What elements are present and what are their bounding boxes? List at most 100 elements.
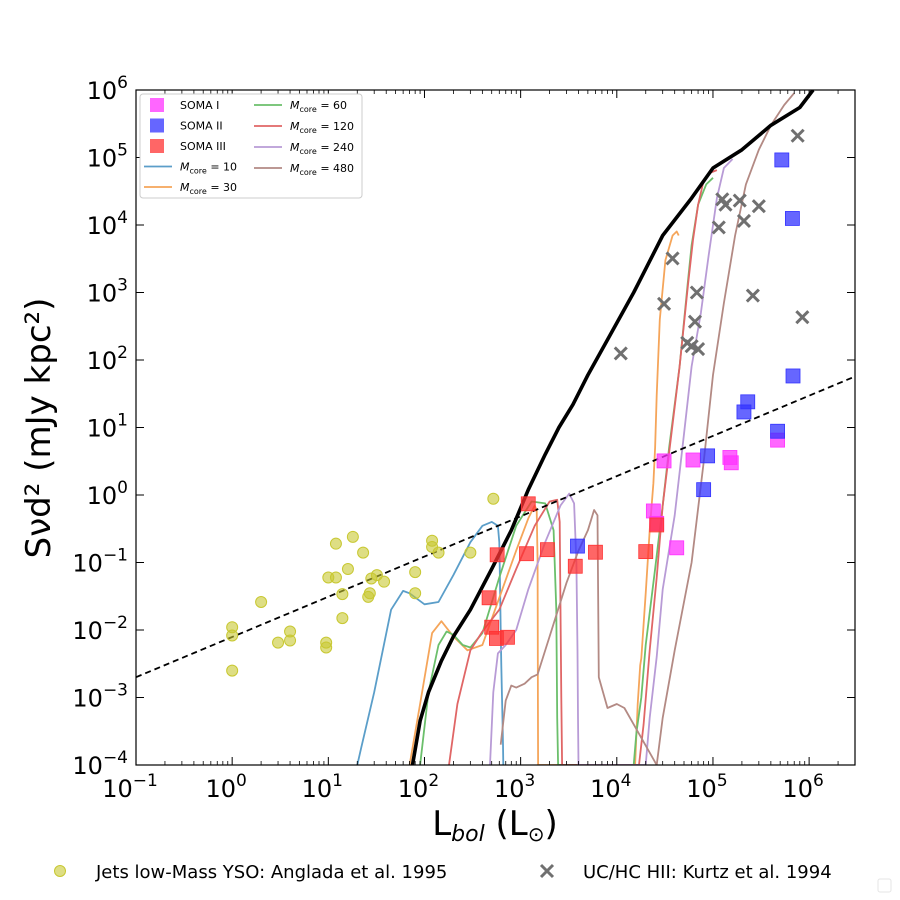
soma-ii-point (770, 423, 785, 439)
x-tick-label: 103 (494, 771, 535, 803)
soma-ii-point (696, 482, 712, 498)
legend-label: Mcore = 60 (290, 99, 347, 114)
legend-box (139, 93, 363, 199)
kurtz-point (795, 310, 810, 325)
kurtz-point (689, 285, 704, 300)
model-curve-m-core-480 (499, 92, 795, 765)
y-axis-title: Sνd² (mJy kpc²) (19, 298, 59, 559)
anglada-point (464, 546, 477, 559)
anglada-point (255, 595, 268, 608)
axis-ticks (135, 89, 856, 766)
soma-ii-point (740, 394, 756, 410)
soma-iii-point (588, 544, 603, 560)
legend-label: SOMA III (180, 140, 226, 153)
kurtz-point (613, 346, 628, 361)
soma-ii-point (700, 448, 716, 464)
soma-iii-point (520, 496, 536, 512)
soma-iii-point (481, 590, 497, 606)
soma-ii-point (785, 368, 801, 384)
soma-i-point (723, 455, 739, 471)
soma-i-point (656, 453, 672, 469)
kurtz-point (751, 199, 766, 214)
envelope-curve (410, 90, 815, 765)
soma-iii-point (500, 629, 515, 645)
y-tick-label: 100 (87, 478, 128, 510)
y-tick-label: 101 (87, 411, 128, 443)
bottom-legend-label-kurtz: UC/HC HII: Kurtz et al. 1994 (583, 862, 832, 883)
soma-iii-point (567, 558, 583, 574)
bottom-legend-label-anglada: Jets low-Mass YSO: Anglada et al. 1995 (95, 862, 447, 883)
model-curve-m-core-10 (356, 521, 505, 765)
anglada-point (346, 530, 359, 543)
kurtz-point (790, 128, 805, 143)
anglada-point (432, 546, 445, 559)
anglada-point (487, 492, 500, 505)
anglada-point (426, 534, 439, 547)
x-tick-label: 101 (302, 771, 343, 803)
x-tick-label: 100 (205, 771, 246, 803)
soma-iii-point (519, 546, 534, 562)
x-tick-label: 102 (398, 771, 439, 803)
tick-labels: 10−1 100 101 102 103 104 105 106 10−4 10−3 10−2 10−… (72, 73, 823, 803)
y-tick-label: 10−1 (72, 546, 128, 578)
bottom-legend: Jets low-Mass YSO: Anglada et al. 1995 UC… (54, 862, 832, 883)
x-tick-label: 104 (590, 771, 631, 803)
y-tick-label: 10−2 (72, 613, 128, 645)
legend-label: Mcore = 480 (290, 162, 354, 177)
soma-i-point (669, 540, 685, 556)
kurtz-point (687, 314, 703, 329)
soma-i-point (685, 452, 701, 468)
kurtz-point (656, 296, 672, 311)
x-axis-title: Lbol (L⊙) (432, 804, 558, 847)
soma-ii-point (570, 538, 585, 554)
soma-iii-point (649, 517, 665, 533)
soma-ii-point (784, 211, 800, 226)
y-tick-label: 10−4 (72, 748, 128, 780)
anglada-point (409, 566, 422, 579)
legend: SOMA I SOMA II SOMA III Mcore = 10 Mcore = 3… (139, 93, 363, 199)
anglada-point (329, 537, 342, 550)
legend-label: Mcore = 10 (180, 161, 237, 176)
bottom-legend-x-marker (539, 863, 555, 879)
legend-marker-square (150, 98, 164, 112)
anglada-point (320, 636, 333, 649)
kurtz-point (691, 342, 706, 357)
model-curve-m-core-120 (448, 169, 718, 765)
y-tick-label: 102 (87, 343, 128, 375)
anglada-point (341, 563, 354, 576)
legend-marker-square (150, 139, 164, 153)
anglada-point (226, 621, 239, 634)
anglada-point (363, 587, 376, 600)
soma-iii-point (489, 547, 505, 563)
legend-label: Mcore = 120 (290, 120, 354, 135)
anglada-point (336, 612, 349, 625)
kurtz-point (732, 193, 747, 208)
soma-ii-point (774, 152, 790, 168)
soma-iii-point (638, 544, 654, 560)
anglada-point (336, 588, 349, 601)
kurtz-point (665, 251, 680, 266)
y-tick-label: 105 (87, 141, 128, 173)
anglada-point (272, 636, 285, 649)
anglada-point (226, 664, 239, 677)
corner-box (877, 878, 892, 893)
kurtz-point (736, 213, 752, 228)
x-tick-label: 106 (782, 771, 823, 803)
anglada-point (409, 587, 422, 600)
soma-i-point (645, 503, 661, 519)
anglada-point (284, 625, 297, 638)
kurtz-point (718, 197, 733, 212)
legend-label: SOMA I (180, 99, 219, 112)
anglada-point (357, 546, 370, 559)
model-curve-m-core-240 (489, 158, 734, 765)
x-tick-label: 105 (686, 771, 727, 803)
bottom-legend-circle-marker (54, 865, 66, 877)
legend-label: Mcore = 30 (180, 181, 237, 196)
plot-area (136, 90, 855, 765)
anglada-point (378, 575, 391, 588)
anglada-point (329, 571, 342, 584)
kurtz-point (745, 288, 760, 303)
soma-iii-point (540, 542, 555, 558)
kurtz-point (711, 220, 726, 235)
